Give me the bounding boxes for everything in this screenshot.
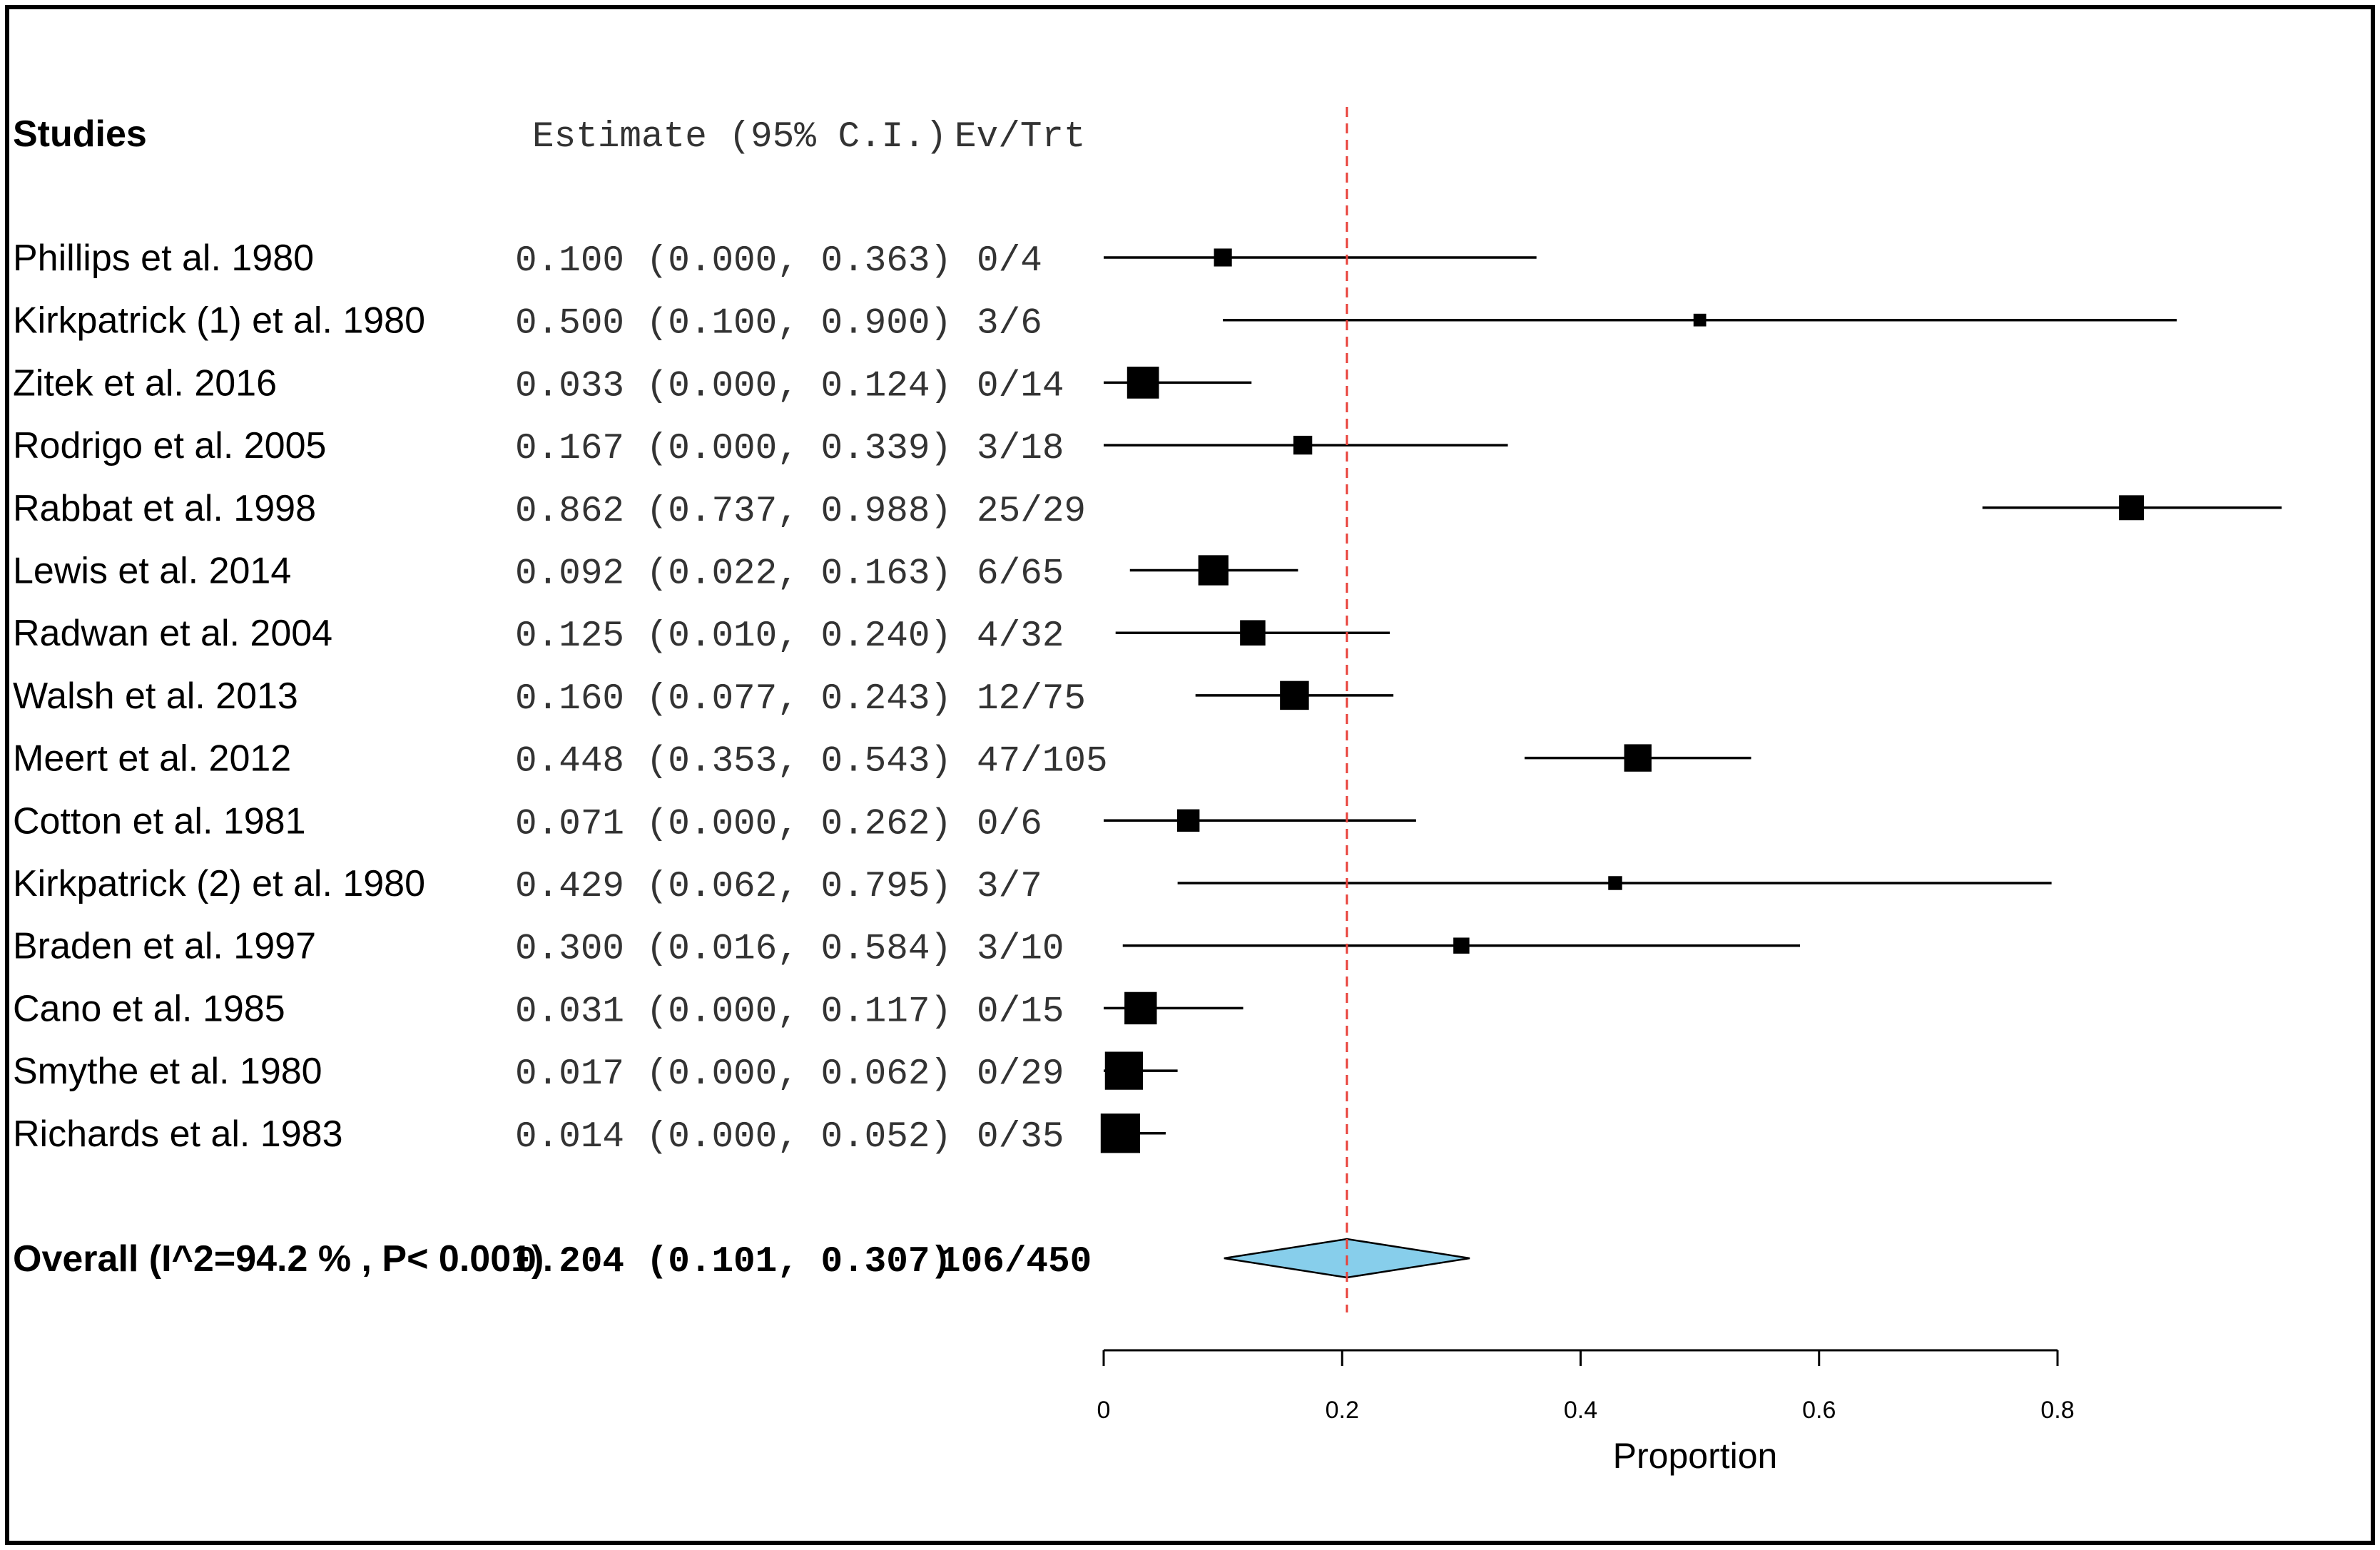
study-estimate: 0.125 (0.010, 0.240) xyxy=(515,616,952,657)
point-estimate xyxy=(1198,555,1229,586)
point-estimate xyxy=(1176,809,1200,832)
point-estimate xyxy=(1124,991,1157,1025)
study-rows: Phillips et al. 1980 0.100 (0.000, 0.363)… xyxy=(13,238,1108,1283)
point-estimate xyxy=(1693,313,1707,327)
study-name: Richards et al. 1983 xyxy=(13,1113,343,1155)
overall-estimate: 0.204 (0.101, 0.307) xyxy=(515,1242,952,1283)
study-estimate: 0.014 (0.000, 0.052) xyxy=(515,1117,952,1158)
overall-label: Overall (I^2=94.2 % , P< 0.001) xyxy=(13,1238,544,1280)
study-events: 3/7 xyxy=(977,867,1042,907)
point-estimate xyxy=(1127,367,1159,399)
point-estimate xyxy=(1453,937,1470,954)
study-name: Meert et al. 2012 xyxy=(13,738,291,780)
x-tick-label: 0.6 xyxy=(1802,1397,1836,1424)
study-events: 0/15 xyxy=(977,991,1064,1032)
overall-events: 106/450 xyxy=(939,1242,1092,1283)
study-events: 3/18 xyxy=(977,429,1064,469)
study-events: 3/6 xyxy=(977,304,1042,345)
study-name: Rodrigo et al. 2005 xyxy=(13,425,326,466)
study-name: Lewis et al. 2014 xyxy=(13,551,291,592)
study-name: Phillips et al. 1980 xyxy=(13,238,314,279)
study-estimate: 0.031 (0.000, 0.117) xyxy=(515,991,952,1032)
study-estimate: 0.448 (0.353, 0.543) xyxy=(515,742,952,782)
point-estimate xyxy=(1100,1113,1141,1153)
study-name: Radwan et al. 2004 xyxy=(13,613,332,654)
study-estimate: 0.160 (0.077, 0.243) xyxy=(515,679,952,720)
x-axis-label: Proportion xyxy=(1613,1436,1778,1476)
header-events: Ev/Trt xyxy=(955,117,1086,158)
study-estimate: 0.862 (0.737, 0.988) xyxy=(515,491,952,532)
point-estimate xyxy=(1293,435,1313,455)
study-events: 12/75 xyxy=(977,679,1086,720)
point-estimate xyxy=(1608,876,1622,890)
plot-border xyxy=(5,5,2375,1545)
study-name: Kirkpatrick (2) et al. 1980 xyxy=(13,863,425,904)
point-estimate xyxy=(1214,248,1232,267)
study-estimate: 0.033 (0.000, 0.124) xyxy=(515,366,952,407)
x-tick-label: 0.4 xyxy=(1564,1397,1597,1424)
study-name: Smythe et al. 1980 xyxy=(13,1051,322,1092)
study-estimate: 0.100 (0.000, 0.363) xyxy=(515,241,952,282)
study-name: Braden et al. 1997 xyxy=(13,926,316,967)
study-name: Cano et al. 1985 xyxy=(13,988,285,1029)
x-tick-label: 0.2 xyxy=(1326,1397,1359,1424)
study-name: Rabbat et al. 1998 xyxy=(13,488,316,529)
header-studies: Studies xyxy=(13,113,147,155)
study-events: 0/35 xyxy=(977,1117,1064,1158)
study-events: 0/14 xyxy=(977,366,1064,407)
study-name: Zitek et al. 2016 xyxy=(13,362,277,404)
study-events: 3/10 xyxy=(977,929,1064,970)
x-tick-label: 0.8 xyxy=(2040,1397,2074,1424)
study-events: 47/105 xyxy=(977,742,1108,782)
study-estimate: 0.092 (0.022, 0.163) xyxy=(515,554,952,595)
plot-marks xyxy=(1100,107,2282,1312)
study-name: Walsh et al. 2013 xyxy=(13,675,298,717)
study-estimate: 0.429 (0.062, 0.795) xyxy=(515,867,952,907)
point-estimate xyxy=(2119,495,2145,521)
x-tick-label: 0 xyxy=(1097,1397,1111,1424)
study-name: Cotton et al. 1981 xyxy=(13,800,306,842)
study-events: 0/6 xyxy=(977,804,1042,845)
study-estimate: 0.167 (0.000, 0.339) xyxy=(515,429,952,469)
study-estimate: 0.500 (0.100, 0.900) xyxy=(515,304,952,345)
x-axis: 0 0.2 0.4 0.6 0.8 Proportion xyxy=(1097,1349,2075,1476)
study-estimate: 0.071 (0.000, 0.262) xyxy=(515,804,952,845)
point-estimate xyxy=(1624,744,1652,772)
study-events: 0/4 xyxy=(977,241,1042,282)
study-events: 0/29 xyxy=(977,1054,1064,1095)
point-estimate xyxy=(1280,680,1309,710)
study-events: 4/32 xyxy=(977,616,1064,657)
study-name: Kirkpatrick (1) et al. 1980 xyxy=(13,300,425,342)
study-estimate: 0.017 (0.000, 0.062) xyxy=(515,1054,952,1095)
point-estimate xyxy=(1104,1051,1144,1090)
study-events: 25/29 xyxy=(977,491,1086,532)
study-estimate: 0.300 (0.016, 0.584) xyxy=(515,929,952,970)
header-estimate: Estimate (95% C.I.) xyxy=(532,117,947,158)
point-estimate xyxy=(1240,620,1266,646)
study-events: 6/65 xyxy=(977,554,1064,595)
